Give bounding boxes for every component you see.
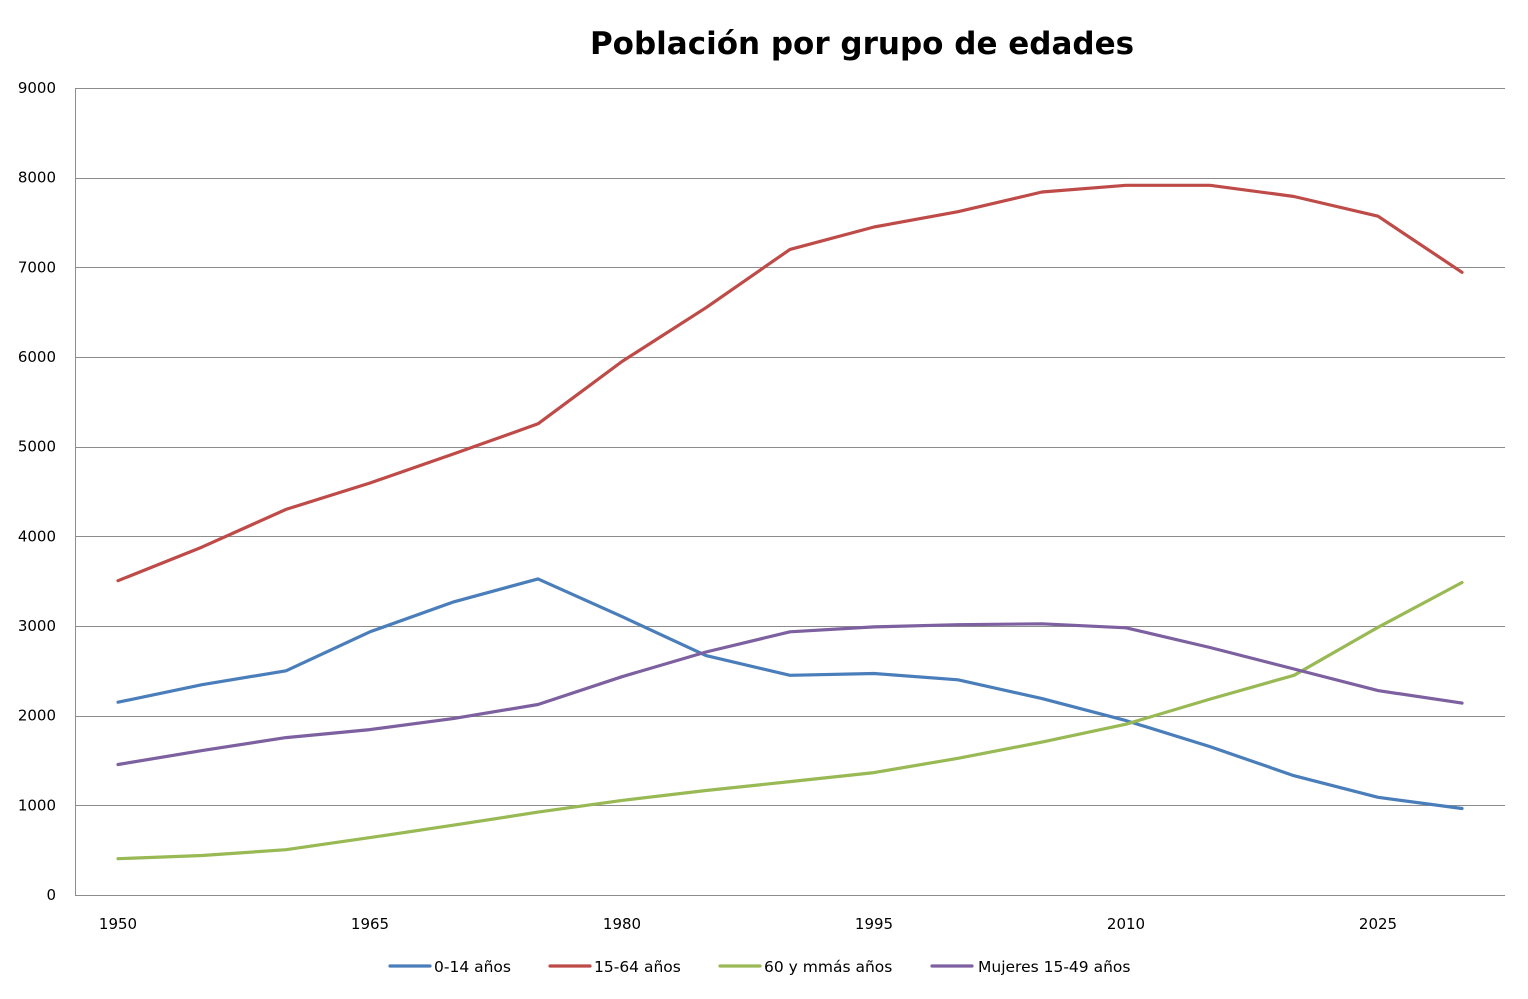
series-line-1	[116, 577, 1464, 811]
x-tick-label: 2010	[1107, 915, 1145, 933]
y-tick-label: 5000	[18, 438, 56, 456]
series-line-4	[116, 622, 1464, 767]
x-tick-label: 1980	[603, 915, 641, 933]
series-line-2	[116, 183, 1464, 583]
y-tick-label: 3000	[18, 617, 56, 635]
y-tick-label: 6000	[18, 348, 56, 366]
legend-label-1: 0-14 años	[434, 958, 511, 976]
x-tick-label: 1965	[351, 915, 389, 933]
x-tick-label: 1950	[99, 915, 137, 933]
axes: 0 1000 2000 3000 4000 5000 6000 7000 8000 9000 195…	[18, 79, 1505, 933]
chart-title: Población por grupo de edades	[590, 26, 1134, 62]
y-tick-label: 7000	[18, 258, 56, 276]
y-tick-label: 8000	[18, 169, 56, 187]
legend-label-4: Mujeres 15-49 años	[978, 958, 1130, 976]
y-tick-label: 9000	[18, 79, 56, 97]
x-tick-label: 2025	[1359, 915, 1397, 933]
y-tick-label: 2000	[18, 707, 56, 725]
y-tick-label: 0	[46, 886, 56, 904]
legend-label-2: 15-64 años	[594, 958, 681, 976]
y-tick-label: 1000	[18, 796, 56, 814]
x-tick-label: 1995	[855, 915, 893, 933]
y-tick-label: 4000	[18, 527, 56, 545]
legend: 0-14 años 15-64 años 60 y mmás años Mujeres…	[388, 958, 1130, 976]
series-line-3	[116, 580, 1464, 861]
series-lines	[116, 183, 1464, 861]
gridlines	[75, 88, 1505, 806]
legend-label-3: 60 y mmás años	[764, 958, 892, 976]
